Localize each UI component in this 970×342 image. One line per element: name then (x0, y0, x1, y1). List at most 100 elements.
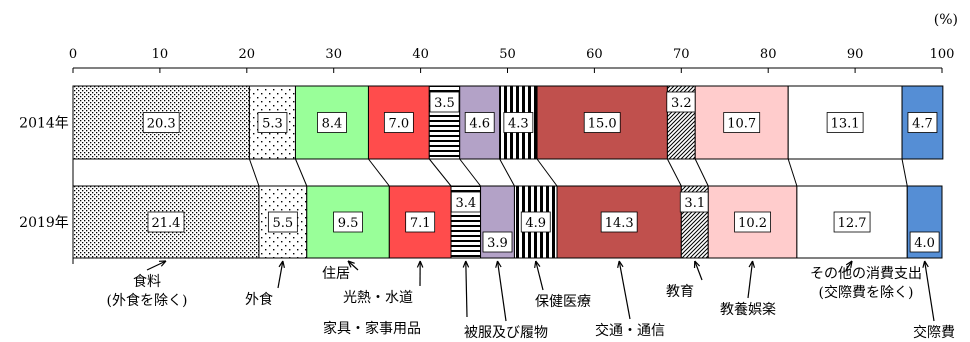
x-tick-label: 70 (673, 47, 690, 62)
data-label: 10.2 (738, 216, 767, 231)
data-label-box (909, 231, 940, 253)
data-label: 9.5 (338, 216, 359, 231)
callout-交際費: 交際費 (913, 260, 955, 341)
data-label: 10.7 (727, 117, 756, 132)
data-label-box (503, 112, 534, 133)
callout-arrowhead (347, 260, 355, 268)
data-label-box (482, 231, 513, 253)
callout-arrowhead (693, 260, 701, 269)
data-label: 4.6 (469, 117, 490, 132)
x-axis: 0 10 20 30 40 50 60 70 80 90 100 (69, 47, 955, 73)
data-label-box (429, 91, 460, 113)
callout-arrowhead (462, 260, 470, 268)
x-tick-label: 100 (930, 47, 955, 62)
data-label: 8.4 (322, 117, 343, 132)
data-label-box (826, 112, 864, 133)
series-label: 交際費 (913, 324, 955, 341)
data-label-box (405, 211, 436, 233)
series-label: 教養娯楽 (720, 301, 776, 318)
data-label-box (147, 211, 185, 233)
series-label: 保健医療 (535, 293, 591, 310)
data-label-box (257, 112, 288, 133)
data-label-box (142, 112, 180, 133)
callout-arrowhead (416, 260, 424, 268)
data-label-box (464, 112, 495, 133)
connector-line (499, 158, 515, 187)
unit-label: (%) (934, 12, 958, 28)
series-label: 被服及び履物 (464, 325, 548, 341)
x-tick-label: 40 (412, 47, 429, 62)
data-label-box (583, 112, 621, 133)
callout-arrow (694, 260, 703, 281)
x-tick-label: 90 (847, 47, 864, 62)
x-tick-label: 60 (586, 47, 603, 62)
data-label: 15.0 (588, 117, 617, 132)
x-tick-label: 10 (152, 47, 169, 62)
callout-arrowhead (922, 260, 929, 268)
data-label: 14.3 (605, 216, 634, 231)
series-label: 教育 (666, 284, 694, 300)
callout-交通・通信: 交通・通信 (595, 260, 665, 339)
data-label: 4.0 (914, 236, 935, 251)
data-label-box (520, 211, 551, 233)
callout-arrow (347, 260, 359, 271)
data-label: 3.4 (455, 196, 476, 211)
category-label: 2014年 (19, 116, 69, 132)
callout-arrowhead (617, 260, 624, 268)
connector-line (459, 158, 481, 187)
data-label: 12.7 (838, 216, 867, 231)
series-label: 住居 (322, 266, 350, 282)
data-label: 3.5 (434, 96, 455, 111)
series-label: 家具・家事用品 (323, 320, 421, 337)
data-label: 3.1 (684, 196, 705, 211)
callout-arrow (496, 260, 507, 322)
x-tick-label: 0 (69, 47, 77, 62)
callout-arrow (535, 260, 544, 291)
connector-line (428, 158, 452, 187)
connector-line (368, 158, 390, 187)
series-label: 外食 (245, 291, 273, 308)
x-tick-label: 80 (760, 47, 777, 62)
data-label-box (600, 211, 638, 233)
series-label: (交際費を除く) (819, 284, 914, 301)
callout-保健医療: 保健医療 (534, 260, 591, 310)
data-label-box (383, 112, 414, 133)
data-label-box (317, 112, 347, 133)
x-tick-label: 50 (499, 47, 516, 62)
data-label: 4.3 (508, 117, 529, 132)
data-label: 3.9 (487, 236, 508, 251)
callout-教育: 教育 (666, 260, 703, 300)
data-label: 5.5 (273, 216, 294, 231)
connector-line (901, 158, 908, 187)
callout-その他の消費支出: その他の消費支出 (交際費を除く) (810, 260, 922, 301)
connector-line (295, 158, 308, 187)
x-tick-label: 30 (325, 47, 342, 62)
series-label: 食料 (133, 273, 161, 290)
callout-arrow (924, 260, 935, 322)
callout-住居: 住居 (322, 260, 359, 282)
category-labels: 2014年 2019年 (19, 116, 69, 232)
data-label-box (723, 112, 761, 133)
series-label: 交通・通信 (595, 322, 665, 339)
callout-arrowhead (534, 260, 541, 269)
plot-area: 20.3 5.3 8.4 7.0 3.5 4.6 4.3 15.0 3.2 10.7 13.1 4.7… (72, 85, 944, 264)
callout-光熱・水道: 光熱・水道 (343, 260, 424, 306)
connector-line (536, 158, 558, 187)
data-label-box (833, 211, 871, 233)
callout-arrowhead (278, 260, 285, 268)
series-label: 光熱・水道 (343, 290, 413, 306)
data-label: 13.1 (831, 117, 860, 132)
callout-arrowhead (158, 260, 167, 267)
series-label: その他の消費支出 (810, 266, 922, 282)
connector-line (248, 158, 260, 187)
data-label-box (267, 211, 298, 233)
connector-line (666, 158, 682, 187)
data-label: 20.3 (147, 117, 176, 132)
callout-arrow (747, 260, 754, 299)
callout-家具・家事用品: 家具・家事用品 (323, 260, 470, 337)
data-label: 7.0 (389, 117, 410, 132)
callout-教養娯楽: 教養娯楽 (720, 260, 776, 318)
data-label-box (333, 211, 363, 233)
